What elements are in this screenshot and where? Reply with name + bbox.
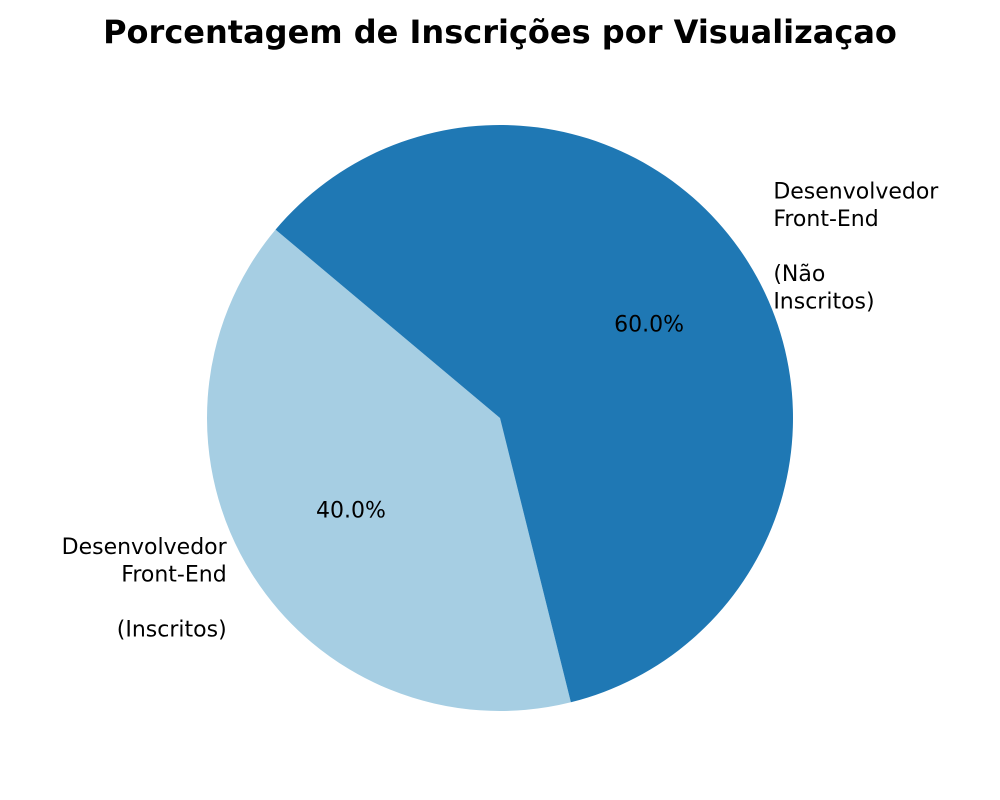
slice-label-1: Desenvolvedor Front-End (Não Inscritos): [773, 180, 939, 315]
percentage-labels: 40.0% 60.0%: [316, 312, 684, 523]
pie-slice-1: [275, 124, 794, 703]
slice-label-line: (Inscritos): [117, 618, 227, 643]
slice-label-line: Front-End: [121, 563, 226, 588]
slice-label-line: (Não: [773, 262, 825, 287]
slice-label-line: Inscritos): [773, 290, 874, 315]
chart-title: Porcentagem de Inscrições por Visualizaç…: [103, 13, 897, 51]
pie-slice-0: [206, 229, 571, 712]
slice-label-0: Desenvolvedor Front-End (Inscritos): [62, 535, 228, 643]
pct-label-0: 40.0%: [316, 499, 386, 524]
slice-label-line: Front-End: [773, 207, 878, 232]
pie-slices: [206, 124, 794, 712]
slice-labels: Desenvolvedor Front-End (Inscritos)Desenvo…: [62, 180, 940, 643]
pct-label-1: 60.0%: [614, 312, 684, 337]
slice-label-line: Desenvolvedor: [62, 535, 228, 560]
slice-label-line: Desenvolvedor: [773, 180, 939, 205]
